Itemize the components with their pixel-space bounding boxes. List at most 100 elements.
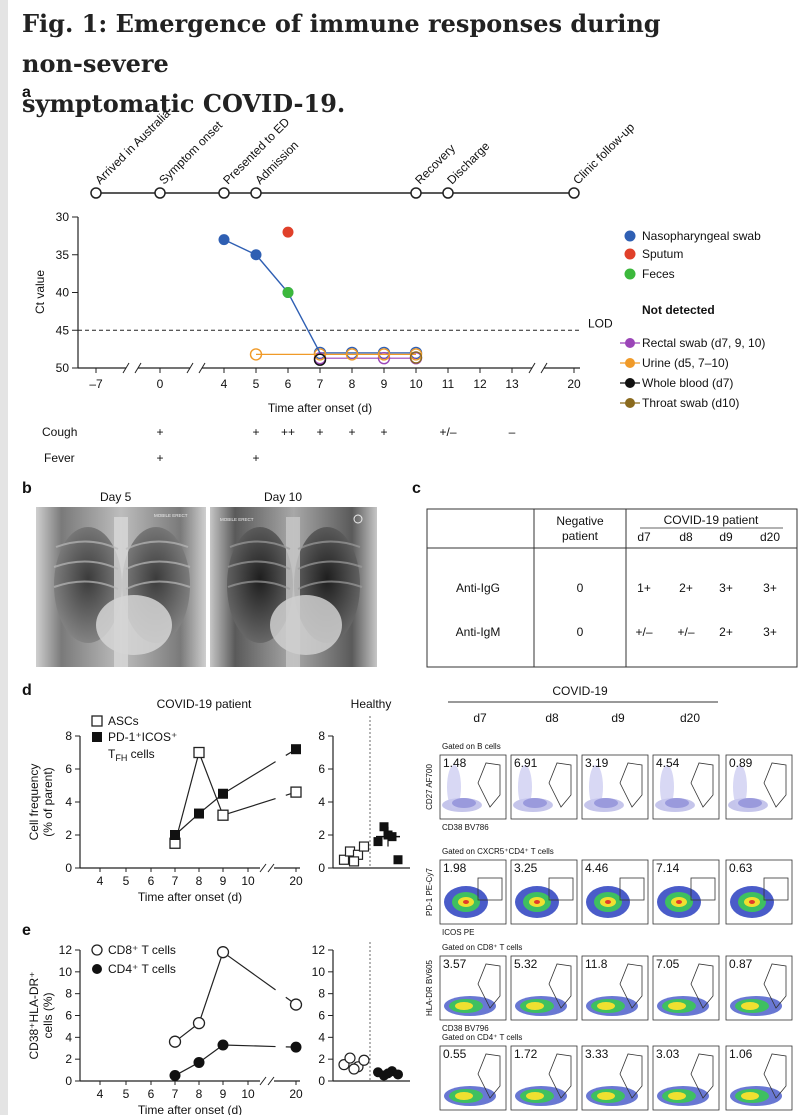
act-healthy-point (344, 1052, 356, 1064)
freq-series-line (174, 750, 224, 844)
flow-gate (619, 877, 645, 901)
act-x-axis-break (267, 1076, 275, 1086)
flow-density (594, 798, 618, 808)
flow-density (455, 1092, 473, 1100)
flow-plot: 4.46 (581, 859, 649, 925)
legend-marker (624, 268, 636, 280)
flow-density (597, 1002, 615, 1010)
flow-percent: 7.14 (656, 861, 680, 875)
ct-x-axis-break (134, 362, 142, 374)
figure-title-line-1: Fig. 1: Emergence of immune responses du… (22, 9, 661, 78)
xray-day10-label: Day 10 (264, 490, 303, 504)
xray-day10-image: MOBILE ERECT (210, 507, 377, 667)
nasopharyngeal-point (250, 249, 262, 261)
ct-x-tick-label: 6 (285, 377, 292, 391)
freq-legend-marker (91, 715, 103, 727)
flow-plot: 3.57 (439, 955, 507, 1021)
freq-point (218, 788, 228, 799)
flow-gate-label: Gated on CD4⁺ T cells (442, 1033, 522, 1042)
flow-density (605, 900, 611, 904)
xray-day10-tag: MOBILE ERECT (220, 517, 254, 522)
flow-day-label: d9 (611, 711, 625, 725)
flow-gate-label: Gated on CD8⁺ T cells (442, 943, 522, 952)
freq-legend-marker (92, 732, 102, 742)
panel-letter-c: c (412, 480, 421, 497)
cough-mark: + (348, 425, 355, 439)
igg-d7: 1+ (637, 581, 651, 595)
flow-group-title: COVID-19 (552, 684, 608, 698)
freq-healthy-point (338, 854, 350, 865)
ct-x-tick-label: 5 (253, 377, 260, 391)
flow-percent: 5.32 (514, 957, 538, 971)
freq-series-line (222, 797, 276, 816)
timeline-event-marker (442, 187, 454, 199)
flow-gate (548, 762, 572, 808)
flow-gate (690, 1053, 714, 1099)
row-label-igm: Anti-IgM (456, 625, 501, 639)
freq-y-tick-label: 6 (65, 762, 72, 776)
panel-letter-d: d (22, 682, 32, 699)
freq-point (217, 809, 229, 821)
freq-point (194, 808, 204, 819)
legend-marker (625, 358, 635, 368)
freq-x-tick-label: 6 (148, 874, 155, 888)
legend-label: Rectal swab (d7, 9, 10) (642, 336, 765, 350)
flow-plot: 7.05 (652, 955, 720, 1021)
flow-percent: 7.05 (656, 957, 680, 971)
act-healthy-y-tick-label: 10 (312, 965, 326, 979)
legend-label: Whole blood (d7) (642, 376, 733, 390)
flow-density (597, 1092, 615, 1100)
act-healthy-y-tick-label: 12 (312, 943, 326, 957)
act-point (169, 1070, 181, 1082)
act-x-tick-label: 9 (220, 1087, 227, 1101)
freq-healthy-title: Healthy (351, 697, 392, 711)
flow-gate (690, 762, 714, 808)
flow-plot: 3.25 (510, 859, 578, 925)
act-y-tick-label: 12 (59, 943, 73, 957)
nd-point (249, 348, 263, 361)
legend-label: Throat swab (d10) (642, 396, 739, 410)
freq-healthy-point (348, 856, 360, 867)
flow-plot: 3.03 (652, 1045, 720, 1111)
act-y-tick-label: 10 (59, 965, 73, 979)
flow-density (526, 1092, 544, 1100)
ct-y-tick-label: 30 (56, 210, 70, 224)
freq-healthy-point (393, 855, 403, 865)
flow-density (733, 765, 747, 809)
igg-d8: 2+ (679, 581, 693, 595)
act-healthy-y-tick-label: 2 (318, 1052, 325, 1066)
flow-plot: 1.98 (439, 859, 507, 925)
freq-x-tick-label: 8 (196, 874, 203, 888)
flow-plot: 1.72 (510, 1045, 578, 1111)
flow-percent: 4.54 (656, 756, 680, 770)
flow-gate (690, 877, 716, 901)
serology-table: Negative patient COVID-19 patient d7 d8 … (426, 508, 798, 668)
flow-gate (763, 877, 789, 901)
freq-y-tick-label: 4 (65, 795, 72, 809)
act-healthy-point (348, 1063, 360, 1075)
freq-healthy-point (358, 841, 370, 852)
ct-x-tick-label: 7 (317, 377, 324, 391)
flow-percent: 0.87 (729, 957, 753, 971)
flow-gate (763, 1053, 787, 1099)
freq-x-tick-label: 5 (123, 874, 130, 888)
ct-y-axis-label: Ct value (33, 270, 47, 314)
cough-mark: + (252, 425, 259, 439)
timeline-event-label: Symptom onset (156, 118, 225, 187)
ct-x-axis-break (540, 362, 548, 374)
freq-x-axis-break (267, 863, 275, 873)
ct-x-tick-label: 11 (442, 377, 455, 391)
act-healthy-y-tick-label: 4 (318, 1030, 325, 1044)
flow-percent: 1.06 (729, 1047, 753, 1061)
flow-density (523, 798, 547, 808)
flow-density (455, 1002, 473, 1010)
act-point (217, 1039, 229, 1051)
freq-healthy-point (373, 837, 383, 847)
flow-density (741, 1092, 759, 1100)
day-col-d8: d8 (679, 530, 693, 544)
act-x-tick-label: 8 (196, 1087, 203, 1101)
flow-gate-label: Gated on CXCR5⁺CD4⁺ T cells (442, 847, 554, 856)
figure-page: Fig. 1: Emergence of immune responses du… (8, 0, 800, 1115)
freq-x-tick-label: 20 (289, 874, 303, 888)
